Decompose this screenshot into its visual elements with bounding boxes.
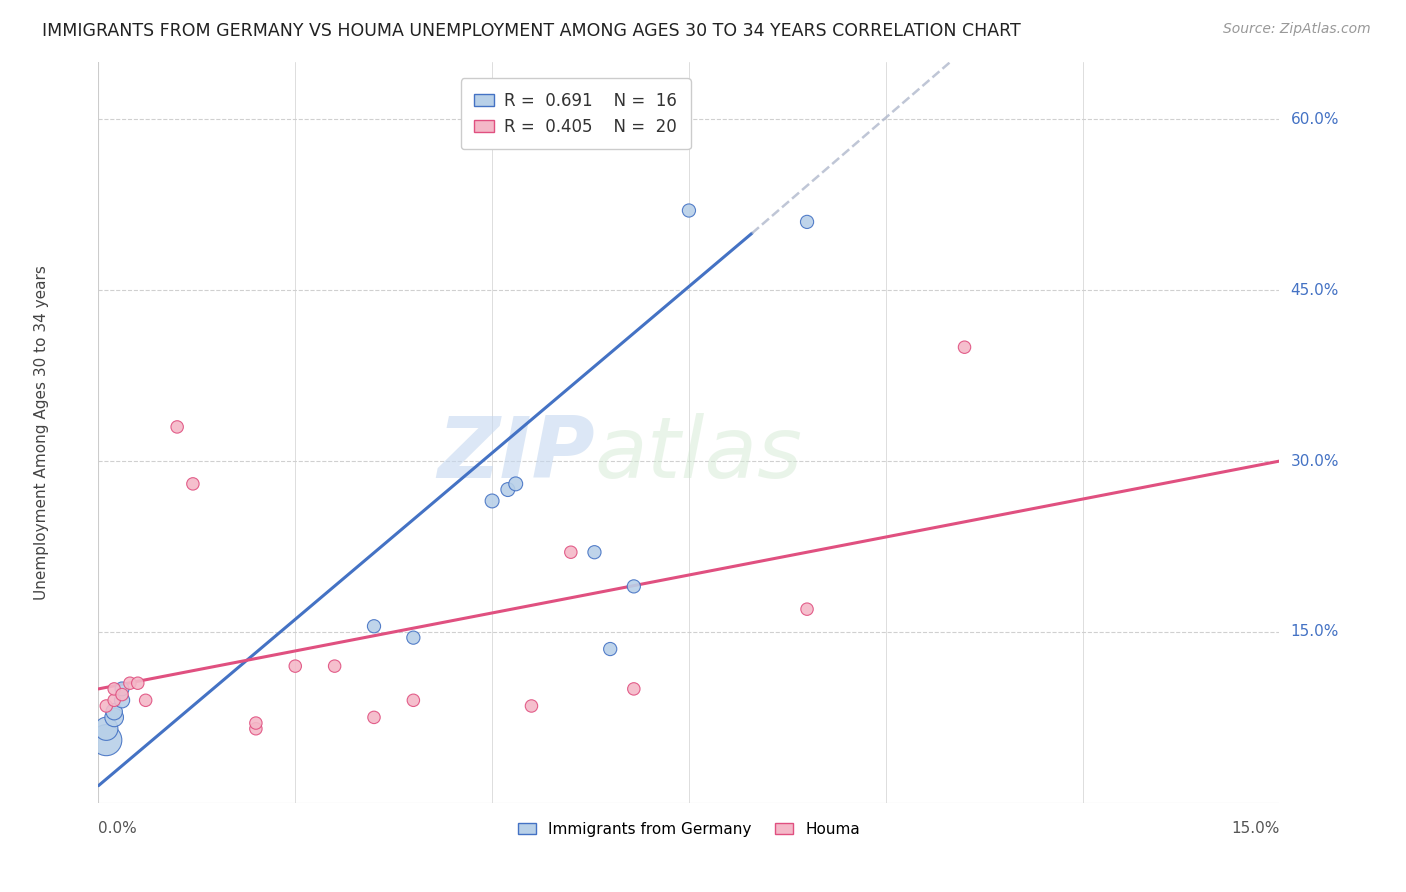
Text: Unemployment Among Ages 30 to 34 years: Unemployment Among Ages 30 to 34 years bbox=[34, 265, 49, 600]
Point bbox=[402, 693, 425, 707]
Point bbox=[953, 340, 976, 354]
Point bbox=[623, 579, 645, 593]
Point bbox=[111, 688, 134, 702]
Point bbox=[599, 642, 621, 657]
Point bbox=[481, 494, 503, 508]
Point bbox=[520, 698, 543, 713]
Point bbox=[583, 545, 606, 559]
Text: 0.0%: 0.0% bbox=[98, 822, 138, 837]
Text: 45.0%: 45.0% bbox=[1291, 283, 1339, 298]
Point bbox=[103, 693, 125, 707]
Point bbox=[111, 681, 134, 696]
Text: 15.0%: 15.0% bbox=[1232, 822, 1279, 837]
Text: Source: ZipAtlas.com: Source: ZipAtlas.com bbox=[1223, 22, 1371, 37]
Point bbox=[135, 693, 157, 707]
Point bbox=[284, 659, 307, 673]
Text: 60.0%: 60.0% bbox=[1291, 112, 1339, 127]
Text: IMMIGRANTS FROM GERMANY VS HOUMA UNEMPLOYMENT AMONG AGES 30 TO 34 YEARS CORRELAT: IMMIGRANTS FROM GERMANY VS HOUMA UNEMPLO… bbox=[42, 22, 1021, 40]
Point bbox=[796, 602, 818, 616]
Text: ZIP: ZIP bbox=[437, 413, 595, 496]
Point bbox=[363, 710, 385, 724]
Point bbox=[560, 545, 582, 559]
Point bbox=[496, 483, 519, 497]
Point bbox=[103, 681, 125, 696]
Point bbox=[245, 722, 267, 736]
Point bbox=[96, 698, 118, 713]
Point bbox=[796, 215, 818, 229]
Point bbox=[127, 676, 149, 690]
Text: 15.0%: 15.0% bbox=[1291, 624, 1339, 640]
Point bbox=[323, 659, 346, 673]
Point bbox=[96, 722, 118, 736]
Point bbox=[96, 733, 118, 747]
Point bbox=[118, 676, 141, 690]
Text: atlas: atlas bbox=[595, 413, 803, 496]
Point bbox=[678, 203, 700, 218]
Point bbox=[103, 705, 125, 719]
Point bbox=[402, 631, 425, 645]
Legend: Immigrants from Germany, Houma: Immigrants from Germany, Houma bbox=[512, 816, 866, 843]
Point bbox=[166, 420, 188, 434]
Point bbox=[103, 710, 125, 724]
Point bbox=[181, 476, 204, 491]
Text: 30.0%: 30.0% bbox=[1291, 454, 1339, 468]
Point bbox=[245, 716, 267, 731]
Point bbox=[505, 476, 527, 491]
Point bbox=[623, 681, 645, 696]
Point bbox=[111, 693, 134, 707]
Point bbox=[363, 619, 385, 633]
